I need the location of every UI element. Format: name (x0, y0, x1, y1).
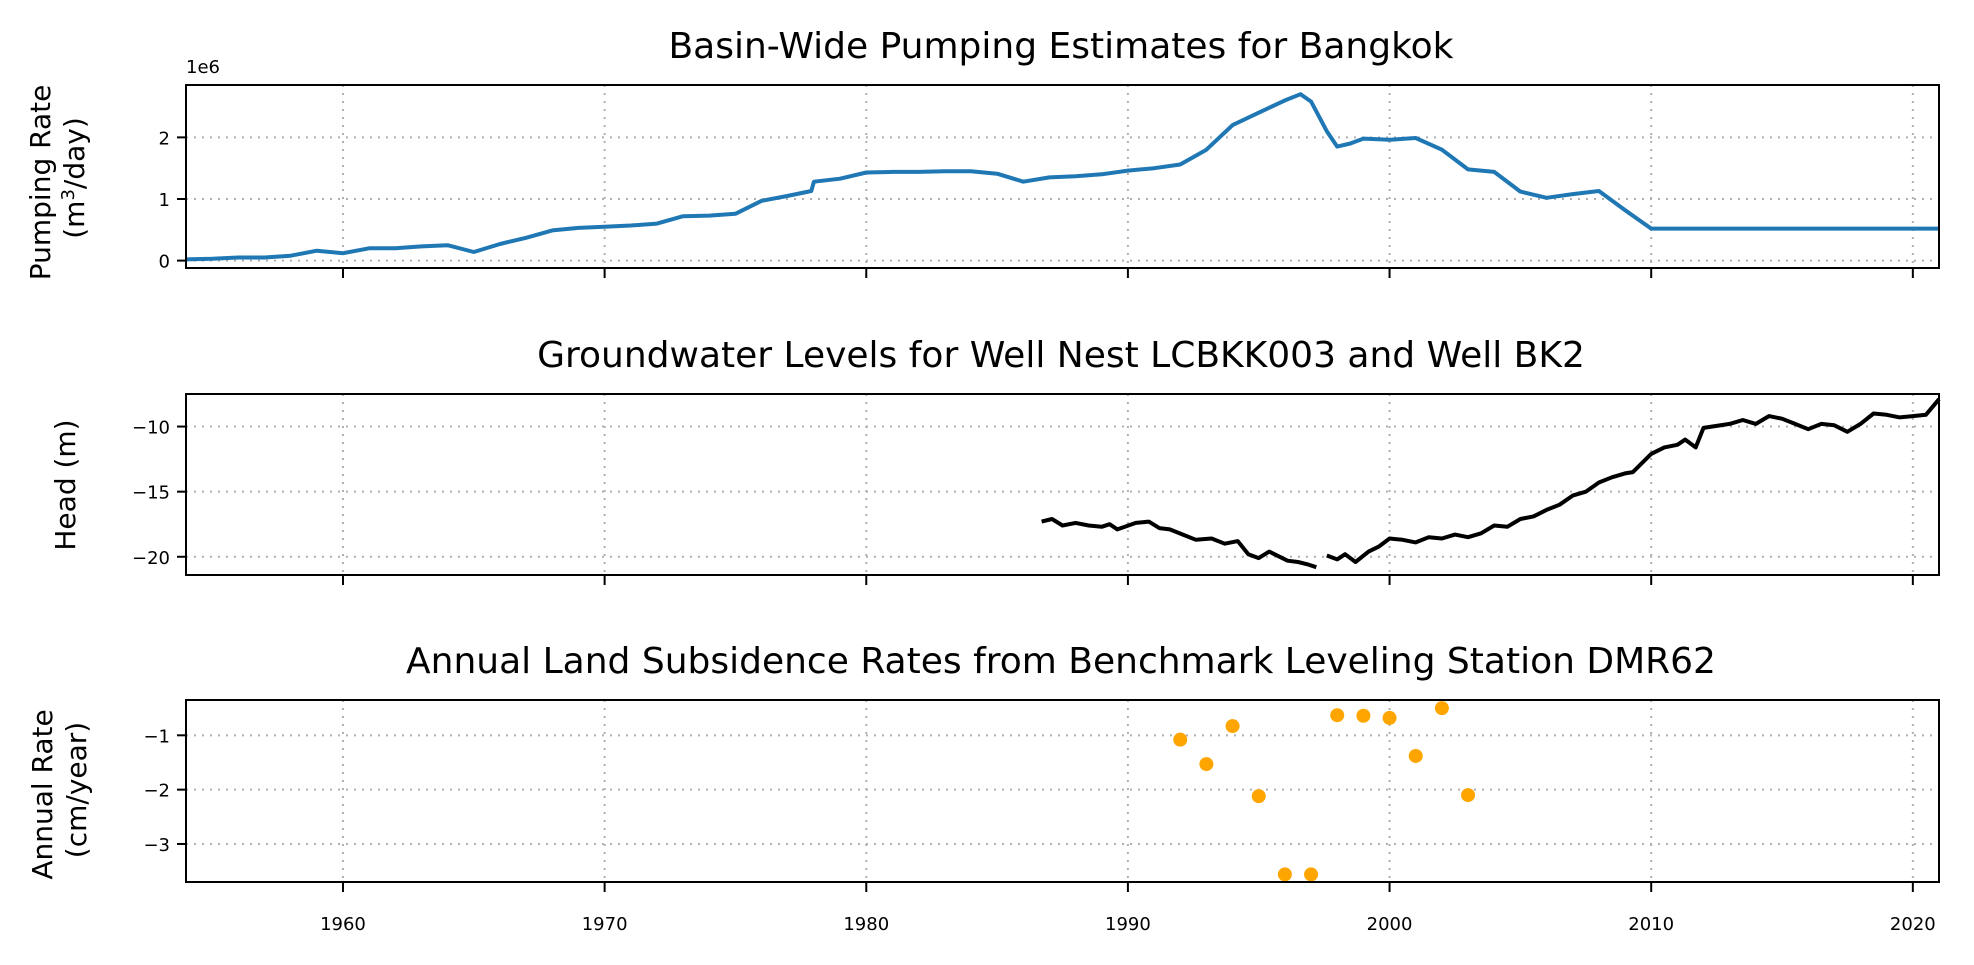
groundwater-axes-frame (185, 393, 1940, 576)
subsidence-ytick-label: −3 (143, 835, 170, 856)
pumping-ylabel-line2-prefix: (m (58, 201, 91, 239)
groundwater-axes: −10 −15 −20 (132, 393, 1941, 585)
subsidence-data-point (1199, 757, 1214, 772)
pumping-ytick-label: 0 (159, 252, 170, 273)
pumping-ylabel-line1: Pumping Rate (24, 85, 57, 281)
x-tick-label: 2000 (1367, 914, 1413, 935)
subsidence-data-point (1461, 788, 1476, 803)
pumping-ytick-label: 2 (159, 128, 170, 149)
x-tick-label: 1960 (320, 914, 366, 935)
subsidence-data-point (1408, 748, 1423, 763)
groundwater-ytick-label: −20 (132, 548, 170, 569)
pumping-ylabel-line2-sup: 3 (58, 189, 79, 200)
subsidence-data-point (1434, 701, 1449, 716)
pumping-ylabel-line2-suffix: /day) (58, 117, 91, 189)
subsidence-data-point (1382, 710, 1397, 725)
pumping-ytick-label: 1 (159, 190, 170, 211)
groundwater-title: Groundwater Levels for Well Nest LCBKK00… (537, 335, 1585, 376)
subsidence-data-point (1173, 732, 1188, 747)
x-tick-label: 1970 (582, 914, 628, 935)
subsidence-panel: Annual Land Subsidence Rates from Benchm… (26, 641, 1940, 892)
pumping-ylabel: Pumping Rate (m3/day) (24, 76, 91, 281)
pumping-axes: 0 1 2 (159, 84, 1940, 278)
subsidence-data-point (1225, 719, 1240, 734)
subsidence-data-point (1330, 708, 1345, 723)
pumping-series-line (185, 92, 1939, 262)
groundwater-series-line (1041, 517, 1317, 570)
groundwater-series-line (1326, 397, 1941, 564)
pumping-panel: Basin-Wide Pumping Estimates for Bangkok… (24, 26, 1940, 281)
subsidence-title: Annual Land Subsidence Rates from Benchm… (406, 641, 1716, 682)
groundwater-panel: Groundwater Levels for Well Nest LCBKK00… (49, 335, 1941, 585)
groundwater-ytick-label: −10 (132, 418, 170, 439)
x-tick-label: 1990 (1105, 914, 1151, 935)
pumping-title: Basin-Wide Pumping Estimates for Bangkok (668, 26, 1453, 67)
x-tick-label: 1980 (843, 914, 889, 935)
subsidence-ytick-label: −2 (143, 781, 170, 802)
groundwater-ylabel: Head (m) (49, 419, 82, 550)
subsidence-ytick-label: −1 (143, 726, 170, 747)
subsidence-data-point (1356, 708, 1371, 723)
pumping-axes-frame (185, 84, 1940, 269)
subsidence-ylabel-line2: (cm/year) (60, 722, 93, 858)
subsidence-data-point (1304, 867, 1319, 882)
pumping-offset-text: 1e6 (186, 57, 220, 78)
groundwater-ytick-label: −15 (132, 483, 170, 504)
shared-x-tick-labels: 1960 1970 1980 1990 2000 2010 2020 (320, 914, 1936, 935)
subsidence-data-point (1277, 867, 1292, 882)
subsidence-ylabel: Annual Rate (cm/year) (26, 700, 93, 879)
x-tick-label: 2010 (1628, 914, 1674, 935)
subsidence-axes: −1 −2 −3 (143, 699, 1940, 892)
subsidence-ylabel-line1: Annual Rate (26, 709, 59, 879)
subsidence-axes-frame (185, 699, 1940, 883)
subsidence-data-point (1251, 789, 1266, 804)
x-tick-label: 2020 (1890, 914, 1936, 935)
